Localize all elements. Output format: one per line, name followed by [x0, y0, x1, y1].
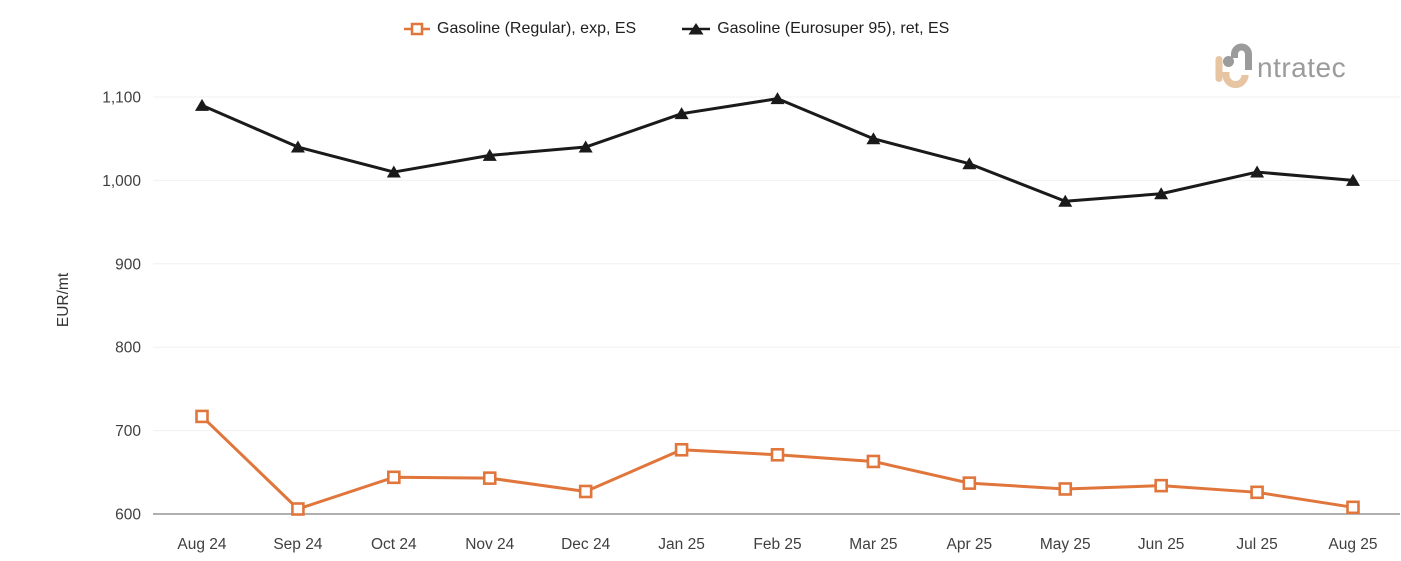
x-tick-label: May 25: [1040, 536, 1091, 553]
filled-triangle-marker-icon: [682, 23, 711, 35]
data-point-filled-triangle: [962, 157, 977, 170]
y-tick-label: 1,100: [102, 90, 141, 107]
data-point-filled-triangle: [482, 148, 497, 161]
data-point-open-square: [866, 454, 881, 469]
data-point-filled-triangle: [770, 92, 785, 105]
intratec-logo: ntratec: [1212, 38, 1346, 94]
x-tick-label: Aug 24: [177, 536, 227, 553]
x-tick-label: Oct 24: [371, 536, 417, 553]
data-point-open-square: [578, 484, 593, 499]
data-point-filled-triangle: [1250, 165, 1265, 178]
data-point-filled-triangle: [1346, 173, 1360, 186]
intratec-logo-text: ntratec: [1257, 52, 1347, 83]
data-point-filled-triangle: [866, 132, 881, 145]
data-point-filled-triangle: [1154, 187, 1169, 200]
y-axis-title: EUR/mt: [55, 272, 72, 328]
x-tick-label: Jul 25: [1236, 536, 1277, 553]
data-point-open-square: [1154, 478, 1168, 493]
open-square-marker-icon: [404, 22, 430, 36]
x-tick-label: Jun 25: [1138, 536, 1185, 553]
x-tick-label: Apr 25: [946, 536, 992, 553]
x-tick-label: Sep 24: [273, 536, 323, 553]
legend-item-gasoline-eurosuper-ret: Gasoline (Eurosuper 95), ret, ES: [682, 20, 949, 38]
data-point-open-square: [1346, 500, 1360, 515]
data-point-open-square: [1250, 485, 1264, 500]
y-tick-label: 700: [115, 423, 141, 440]
x-tick-label: Feb 25: [753, 536, 801, 553]
y-tick-label: 800: [115, 340, 141, 357]
data-point-open-square: [770, 447, 785, 462]
data-point-open-square: [674, 442, 689, 457]
y-tick-label: 1,000: [102, 173, 141, 190]
data-point-filled-triangle: [290, 140, 305, 153]
legend-label-series2: Gasoline (Eurosuper 95), ret, ES: [717, 20, 950, 37]
y-tick-label: 900: [115, 256, 141, 273]
x-tick-label: Dec 24: [561, 536, 610, 553]
legend-item-gasoline-regular-exp: Gasoline (Regular), exp, ES: [404, 20, 636, 38]
intratec-logo-mark-icon: [1215, 43, 1252, 88]
data-point-filled-triangle: [578, 140, 593, 153]
x-tick-label: Nov 24: [465, 536, 514, 553]
chart-legend: Gasoline (Regular), exp, ES Gasoline (Eu…: [404, 20, 949, 38]
legend-label-series1: Gasoline (Regular), exp, ES: [437, 20, 637, 37]
x-tick-label: Mar 25: [849, 536, 897, 553]
y-tick-label: 600: [115, 507, 141, 524]
data-point-open-square: [962, 476, 977, 490]
data-point-filled-triangle: [1058, 194, 1073, 207]
x-tick-label: Aug 25: [1328, 536, 1377, 553]
x-tick-label: Jan 25: [658, 536, 705, 553]
data-point-filled-triangle: [386, 165, 401, 178]
data-point-filled-triangle: [674, 107, 689, 120]
data-point-filled-triangle: [195, 98, 209, 111]
data-point-open-square: [291, 502, 305, 516]
series-line: [200, 97, 1355, 203]
data-point-open-square: [482, 471, 497, 485]
data-point-open-square: [387, 470, 401, 485]
data-point-open-square: [1058, 482, 1073, 496]
data-point-open-square: [195, 409, 209, 424]
